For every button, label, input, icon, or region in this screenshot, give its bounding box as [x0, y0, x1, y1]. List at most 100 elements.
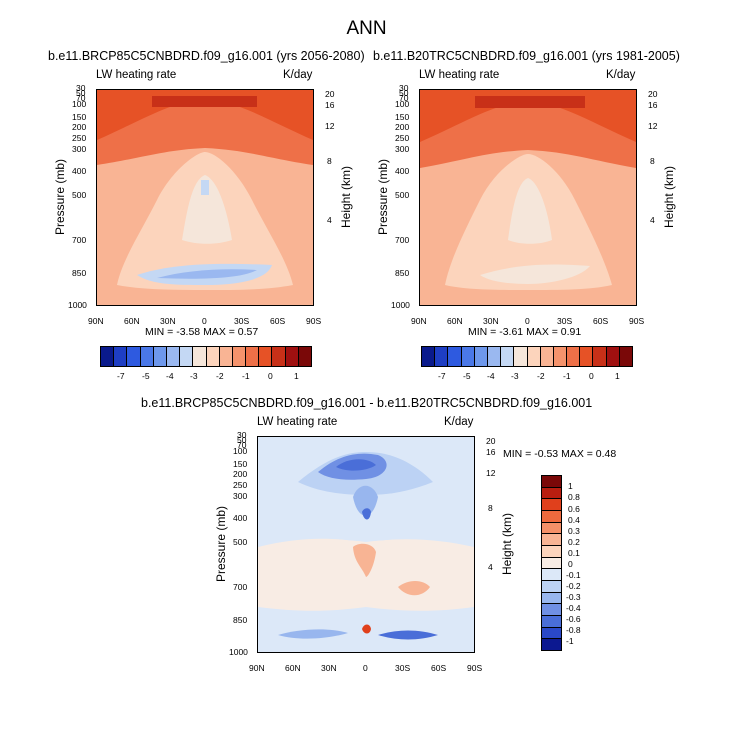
panel1-max-core	[152, 96, 257, 107]
p1-htick-16: 16	[325, 100, 335, 110]
p2-xtick-0: 0	[525, 316, 530, 326]
colorbar-swatch	[486, 347, 501, 366]
colorbar-swatch	[542, 486, 561, 499]
panel3-plot	[257, 436, 475, 653]
p3-htick-20: 20	[486, 436, 496, 446]
colorbar-swatch	[526, 347, 540, 366]
p1-ytick-1000: 1000	[68, 300, 87, 310]
p2-xtick-90n: 90N	[411, 316, 427, 326]
panel2-variable: LW heating rate	[419, 69, 500, 81]
panel1-heatmap	[97, 90, 313, 305]
colorbar-swatch	[618, 347, 632, 366]
p1-cb-label-n7: -7	[117, 371, 125, 381]
colorbar-swatch	[592, 347, 606, 366]
panel2-low-region	[480, 264, 590, 284]
colorbar-swatch	[152, 347, 166, 366]
p1-cb-label-n5: -5	[142, 371, 150, 381]
colorbar-swatch	[422, 347, 435, 366]
p2-ytick-400: 400	[395, 166, 410, 176]
p2-xtick-30s: 30S	[557, 316, 573, 326]
panel2-heatmap	[420, 90, 636, 305]
panel3-stats: MIN = -0.53 MAX = 0.48	[503, 448, 617, 460]
p3-ytick-300: 300	[233, 491, 248, 501]
colorbar-swatch	[139, 347, 153, 366]
colorbar-swatch	[113, 347, 127, 366]
p2-cb-label-n3: -3	[511, 371, 519, 381]
p3-cb-label-n0-4: -0.4	[566, 603, 581, 613]
panel3-max-spot	[362, 624, 371, 634]
p2-ytick-200: 200	[395, 122, 410, 132]
p1-ytick-700: 700	[72, 235, 87, 245]
colorbar-swatch	[101, 347, 114, 366]
panel2-title: b.e11.B20TRC5CNBDRD.f09_g16.001 (yrs 198…	[373, 49, 680, 63]
colorbar-swatch	[542, 545, 561, 557]
p2-htick-20: 20	[648, 89, 658, 99]
panel3-near-surface	[258, 619, 474, 652]
p2-ytick-500: 500	[395, 190, 410, 200]
p3-cb-label-0-1: 0.1	[568, 548, 580, 558]
p3-cb-label-0-8: 0.8	[568, 492, 580, 502]
p2-ytick-70: 70	[399, 93, 409, 103]
p2-xtick-30n: 30N	[483, 316, 499, 326]
p3-htick-8: 8	[488, 503, 493, 513]
p1-ytick-200: 200	[72, 122, 87, 132]
panel2-max-core	[475, 96, 585, 108]
panel1-min-core	[157, 269, 257, 279]
p1-htick-20: 20	[325, 89, 335, 99]
p3-xtick-0: 0	[363, 663, 368, 673]
p3-ytick-30: 30	[237, 430, 247, 440]
p3-xtick-30s: 30S	[395, 663, 411, 673]
panel3-neg-mid	[298, 505, 433, 541]
p3-xtick-60s: 60S	[431, 663, 447, 673]
colorbar-swatch	[542, 626, 561, 639]
p3-cb-label-0-3: 0.3	[568, 526, 580, 536]
p2-cb-label-n5: -5	[463, 371, 471, 381]
colorbar-swatch	[566, 347, 580, 366]
colorbar-swatch	[542, 476, 561, 487]
p1-xtick-60s: 60S	[270, 316, 286, 326]
panel2-plot	[419, 89, 637, 306]
p1-xtick-30n: 30N	[160, 316, 176, 326]
colorbar-swatch	[579, 347, 593, 366]
colorbar-swatch	[542, 521, 561, 534]
p1-ytick-400: 400	[72, 166, 87, 176]
p1-cb-label-n4: -4	[166, 371, 174, 381]
colorbar-swatch	[271, 347, 285, 366]
p1-ytick-100: 100	[72, 99, 87, 109]
panel3-neg-low-west	[278, 629, 348, 639]
panel1-units: K/day	[283, 69, 313, 81]
colorbar-swatch	[245, 347, 259, 366]
colorbar-swatch	[258, 347, 272, 366]
colorbar-swatch	[542, 615, 561, 627]
colorbar-swatch	[542, 603, 561, 616]
p3-xtick-90s: 90S	[467, 663, 483, 673]
panel3-ylabel-right: Height (km)	[500, 513, 514, 576]
p2-htick-4: 4	[650, 215, 655, 225]
p3-ytick-200: 200	[233, 469, 248, 479]
p2-ytick-300: 300	[395, 144, 410, 154]
p2-cb-label-n2: -2	[537, 371, 545, 381]
p3-htick-4: 4	[488, 562, 493, 572]
panel1-colorbar	[100, 346, 312, 367]
panel3-pos-spot	[398, 581, 430, 596]
p3-ytick-400: 400	[233, 513, 248, 523]
p3-cb-label-n1: -1	[566, 636, 574, 646]
p2-xtick-60s: 60S	[593, 316, 609, 326]
panel3-ylabel: Pressure (mb)	[214, 506, 228, 583]
p1-xtick-90n: 90N	[88, 316, 104, 326]
colorbar-swatch	[500, 347, 514, 366]
p3-ytick-100: 100	[233, 446, 248, 456]
panel1-ylabel: Pressure (mb)	[53, 159, 67, 236]
p2-htick-16: 16	[648, 100, 658, 110]
p3-ytick-1000: 1000	[229, 647, 248, 657]
colorbar-swatch	[552, 347, 567, 366]
p1-htick-12: 12	[325, 121, 335, 131]
colorbar-swatch	[539, 347, 553, 366]
panel1-min-spot	[201, 180, 209, 195]
colorbar-swatch	[542, 580, 561, 592]
colorbar-swatch	[460, 347, 474, 366]
p1-xtick-60n: 60N	[124, 316, 140, 326]
panel2-units: K/day	[606, 69, 636, 81]
p2-cb-label-n4: -4	[487, 371, 495, 381]
p1-ytick-300: 300	[72, 144, 87, 154]
